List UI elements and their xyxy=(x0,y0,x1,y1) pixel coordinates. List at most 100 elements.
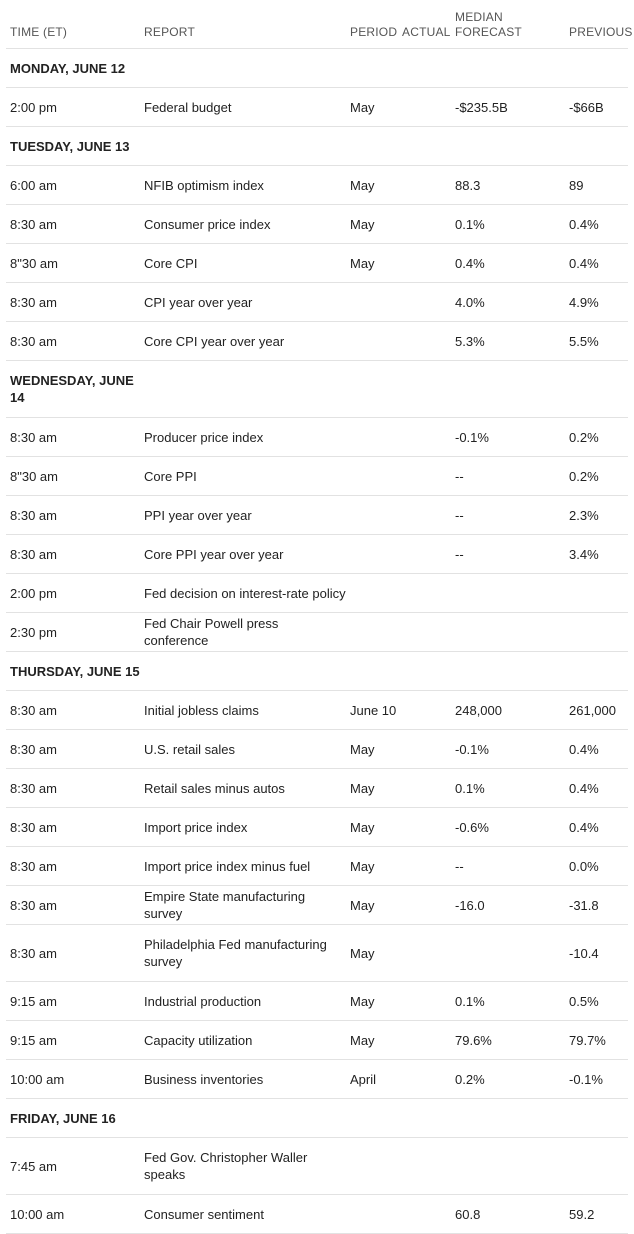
cell-period xyxy=(346,612,398,652)
cell-actual xyxy=(398,87,451,127)
cell-actual xyxy=(398,204,451,244)
cell-actual xyxy=(398,981,451,1021)
cell-time: 8:30 am xyxy=(6,204,140,244)
cell-time: 2:30 pm xyxy=(6,612,140,652)
cell-report: Fed Chair Powell press conference xyxy=(140,612,346,652)
cell-report: Core PPI year over year xyxy=(140,534,346,574)
cell-period: April xyxy=(346,1059,398,1099)
table-header: TIME (ET) REPORT PERIOD ACTUAL MEDIAN FO… xyxy=(6,0,633,49)
cell-actual xyxy=(398,1020,451,1060)
cell-time: 2:00 pm xyxy=(6,573,140,613)
cell-previous: 0.4% xyxy=(565,807,628,847)
table-row: 8:30 am Empire State manufacturing survey… xyxy=(6,885,628,925)
cell-report: Consumer price index xyxy=(140,204,346,244)
table-row: 8:30 am Core CPI year over year 5.3% 5.5% xyxy=(6,321,628,361)
cell-previous: -0.1% xyxy=(565,1059,628,1099)
table-row: 9:15 am Capacity utilization May 79.6% 79.7% xyxy=(6,1020,628,1060)
cell-previous: 5.5% xyxy=(565,321,628,361)
cell-time: 8:30 am xyxy=(6,690,140,730)
economic-calendar-table: TIME (ET) REPORT PERIOD ACTUAL MEDIAN FO… xyxy=(6,0,633,1234)
cell-actual xyxy=(398,690,451,730)
cell-time: 8:30 am xyxy=(6,807,140,847)
cell-previous: -$66B xyxy=(565,87,628,127)
cell-previous: 2.3% xyxy=(565,495,628,535)
cell-report: Industrial production xyxy=(140,981,346,1021)
day-header-row: MONDAY, JUNE 12 xyxy=(6,48,628,88)
cell-report: Initial jobless claims xyxy=(140,690,346,730)
cell-actual xyxy=(398,495,451,535)
cell-actual xyxy=(398,165,451,205)
cell-forecast: -- xyxy=(451,846,565,886)
cell-actual xyxy=(398,846,451,886)
cell-previous: 261,000 xyxy=(565,690,628,730)
cell-time: 8:30 am xyxy=(6,282,140,322)
cell-forecast: 79.6% xyxy=(451,1020,565,1060)
cell-report: CPI year over year xyxy=(140,282,346,322)
cell-report: Federal budget xyxy=(140,87,346,127)
cell-period: May xyxy=(346,768,398,808)
cell-actual xyxy=(398,243,451,283)
day-label: THURSDAY, JUNE 15 xyxy=(6,651,140,691)
table-row: 8"30 am Core CPI May 0.4% 0.4% xyxy=(6,243,628,283)
cell-period: May xyxy=(346,204,398,244)
table-row: 8"30 am Core PPI -- 0.2% xyxy=(6,456,628,496)
cell-time: 8:30 am xyxy=(6,924,140,982)
table-row: 8:30 am Initial jobless claims June 10 248,… xyxy=(6,690,628,730)
cell-forecast: 0.4% xyxy=(451,243,565,283)
header-forecast: MEDIAN FORECAST xyxy=(455,10,522,39)
cell-report: Retail sales minus autos xyxy=(140,768,346,808)
cell-forecast: 88.3 xyxy=(451,165,565,205)
cell-time: 10:00 am xyxy=(6,1059,140,1099)
day-label: FRIDAY, JUNE 16 xyxy=(6,1098,140,1138)
cell-previous: 3.4% xyxy=(565,534,628,574)
cell-period xyxy=(346,321,398,361)
cell-time: 8:30 am xyxy=(6,729,140,769)
cell-report: Fed decision on interest-rate policy xyxy=(140,573,346,613)
cell-time: 9:15 am xyxy=(6,1020,140,1060)
cell-forecast xyxy=(451,924,565,982)
header-report: REPORT xyxy=(144,25,195,39)
cell-period: May xyxy=(346,981,398,1021)
cell-forecast: -- xyxy=(451,495,565,535)
cell-period xyxy=(346,495,398,535)
cell-actual xyxy=(398,807,451,847)
table-row: 8:30 am Producer price index -0.1% 0.2% xyxy=(6,417,628,457)
day-header-row: WEDNESDAY, JUNE 14 xyxy=(6,360,628,418)
cell-actual xyxy=(398,1137,451,1195)
day-header-filler xyxy=(140,360,628,418)
cell-report: Core CPI xyxy=(140,243,346,283)
cell-actual xyxy=(398,885,451,925)
table-row: 8:30 am Import price index May -0.6% 0.4% xyxy=(6,807,628,847)
cell-forecast xyxy=(451,573,565,613)
cell-actual xyxy=(398,573,451,613)
cell-period: May xyxy=(346,1020,398,1060)
day-header-row: FRIDAY, JUNE 16 xyxy=(6,1098,628,1138)
cell-actual xyxy=(398,1194,451,1234)
cell-forecast: 5.3% xyxy=(451,321,565,361)
cell-report: PPI year over year xyxy=(140,495,346,535)
cell-previous xyxy=(565,612,628,652)
header-time: TIME (ET) xyxy=(10,25,68,39)
cell-time: 8:30 am xyxy=(6,885,140,925)
cell-period: May xyxy=(346,846,398,886)
table-row: 10:00 am Business inventories April 0.2% -0.… xyxy=(6,1059,628,1099)
cell-period: May xyxy=(346,243,398,283)
cell-report: Consumer sentiment xyxy=(140,1194,346,1234)
cell-previous: 79.7% xyxy=(565,1020,628,1060)
cell-actual xyxy=(398,282,451,322)
table-row: 8:30 am Consumer price index May 0.1% 0.4% xyxy=(6,204,628,244)
cell-time: 8:30 am xyxy=(6,846,140,886)
table-row: 10:00 am Consumer sentiment 60.8 59.2 xyxy=(6,1194,628,1234)
cell-time: 8:30 am xyxy=(6,768,140,808)
cell-report: Import price index minus fuel xyxy=(140,846,346,886)
cell-period xyxy=(346,282,398,322)
table-row: 7:45 am Fed Gov. Christopher Waller speak… xyxy=(6,1137,628,1195)
header-previous: PREVIOUS xyxy=(569,25,633,39)
cell-forecast: -0.6% xyxy=(451,807,565,847)
cell-time: 8:30 am xyxy=(6,534,140,574)
table-row: 9:15 am Industrial production May 0.1% 0.5% xyxy=(6,981,628,1021)
cell-period: May xyxy=(346,165,398,205)
cell-report: Core PPI xyxy=(140,456,346,496)
cell-report: Empire State manufacturing survey xyxy=(140,885,346,925)
cell-period: May xyxy=(346,924,398,982)
